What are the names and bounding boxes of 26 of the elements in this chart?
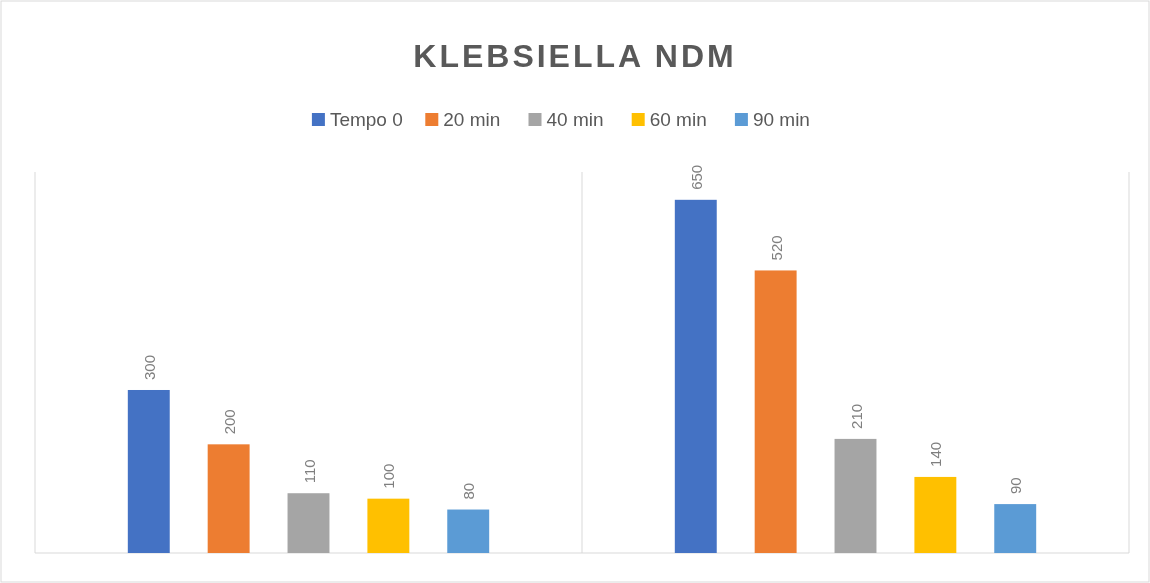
- data-label: 80: [460, 482, 478, 500]
- data-label: 110: [300, 459, 318, 484]
- bar: [834, 438, 877, 553]
- legend-label: 60 min: [649, 109, 707, 130]
- legend-label: 90 min: [752, 109, 810, 130]
- data-label: 90: [1007, 477, 1025, 495]
- bar: [754, 270, 797, 553]
- bar: [287, 493, 330, 553]
- legend-label: 20 min: [443, 109, 501, 130]
- bar: [914, 476, 957, 553]
- bar: [674, 199, 717, 553]
- bar: [127, 389, 170, 553]
- data-label: 100: [380, 463, 398, 489]
- data-label: 140: [927, 441, 945, 467]
- data-label: 520: [767, 235, 785, 261]
- data-label: 210: [847, 403, 865, 429]
- bar: [447, 509, 490, 553]
- data-label: 200: [220, 409, 238, 435]
- legend-label: 40 min: [546, 109, 604, 130]
- data-label: 300: [140, 354, 158, 380]
- legend-label: Tempo 0: [329, 109, 403, 130]
- chart-title: KLEBSIELLA NDM: [413, 38, 737, 74]
- bar: [994, 504, 1037, 553]
- bar: [207, 444, 250, 553]
- data-label: 650: [687, 164, 705, 190]
- bar: [367, 498, 410, 553]
